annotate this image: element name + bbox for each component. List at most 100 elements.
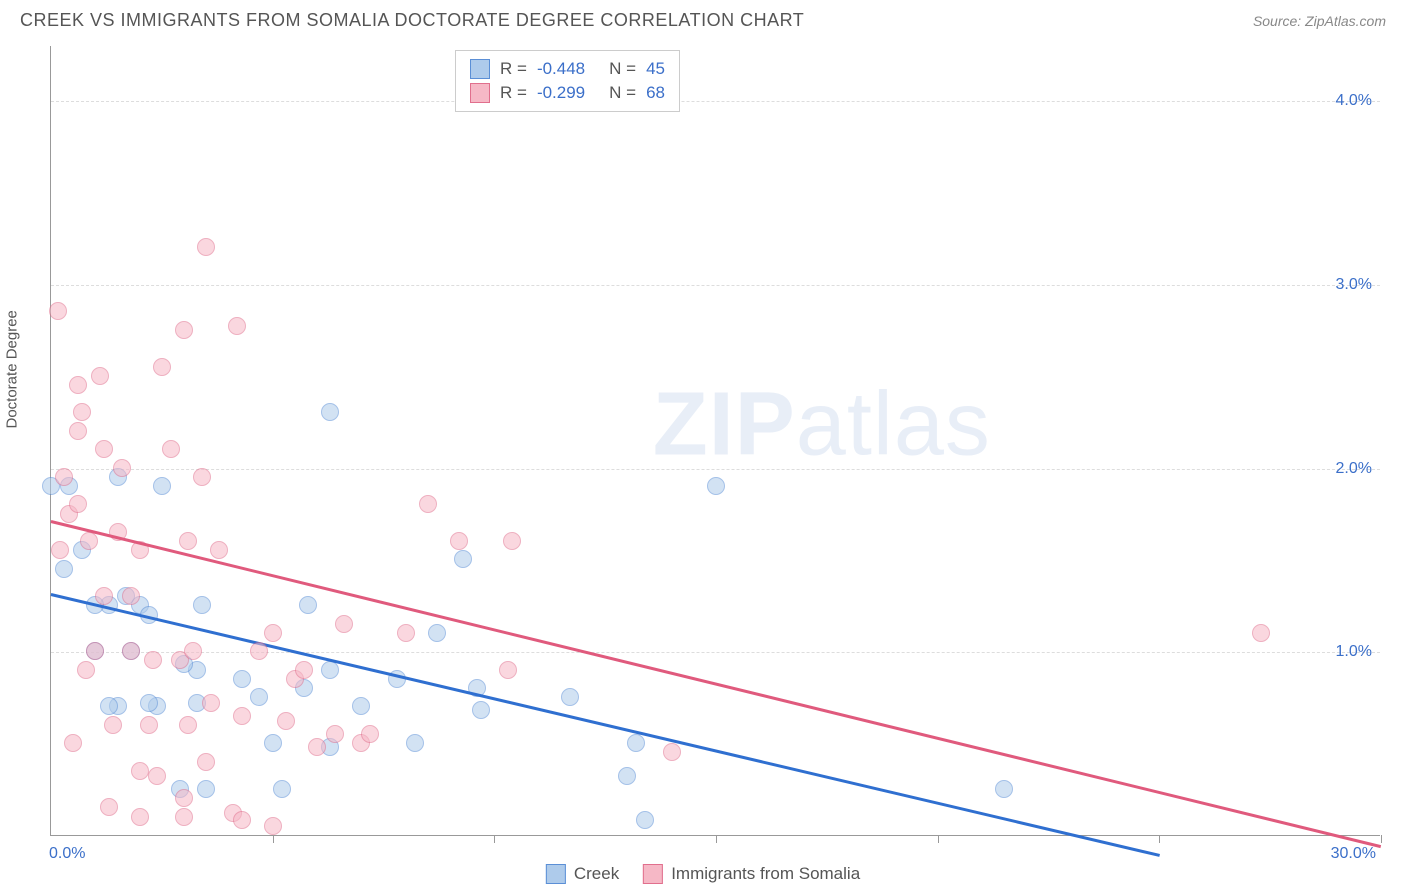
scatter-point	[153, 477, 171, 495]
scatter-point	[80, 532, 98, 550]
x-tick-mark	[1381, 835, 1382, 843]
scatter-point	[55, 468, 73, 486]
trend-line	[51, 594, 1160, 857]
watermark: ZIPatlas	[653, 373, 991, 476]
legend-swatch	[470, 83, 490, 103]
grid-line	[51, 469, 1380, 470]
scatter-point	[104, 716, 122, 734]
scatter-point	[64, 734, 82, 752]
scatter-point	[663, 743, 681, 761]
scatter-point	[450, 532, 468, 550]
scatter-point	[202, 694, 220, 712]
legend-label: Immigrants from Somalia	[671, 864, 860, 884]
scatter-point	[264, 817, 282, 835]
scatter-point	[86, 642, 104, 660]
scatter-point	[210, 541, 228, 559]
correlation-legend: R = -0.448 N = 45R = -0.299N = 68	[455, 50, 680, 112]
scatter-point	[321, 403, 339, 421]
scatter-point	[361, 725, 379, 743]
scatter-point	[397, 624, 415, 642]
legend-swatch	[546, 864, 566, 884]
x-tick-label: 30.0%	[1331, 845, 1376, 863]
legend-r-value: -0.299	[537, 83, 585, 103]
legend-swatch	[470, 59, 490, 79]
scatter-point	[73, 403, 91, 421]
scatter-point	[153, 358, 171, 376]
scatter-point	[140, 716, 158, 734]
y-axis-label: Doctorate Degree	[4, 310, 21, 428]
y-tick-label: 3.0%	[1312, 276, 1372, 294]
legend-swatch	[643, 864, 663, 884]
legend-row: R = -0.448 N = 45	[470, 57, 665, 81]
chart-source: Source: ZipAtlas.com	[1253, 13, 1386, 29]
scatter-point	[51, 541, 69, 559]
scatter-point	[193, 596, 211, 614]
legend-r-label: R =	[500, 59, 527, 79]
scatter-point	[131, 808, 149, 826]
scatter-point	[91, 367, 109, 385]
scatter-point	[707, 477, 725, 495]
grid-line	[51, 285, 1380, 286]
scatter-point	[233, 811, 251, 829]
scatter-point	[277, 712, 295, 730]
legend-r-value: -0.448	[537, 59, 585, 79]
trend-line	[51, 520, 1382, 848]
legend-r-label: R =	[500, 83, 527, 103]
scatter-point	[175, 321, 193, 339]
scatter-point	[175, 789, 193, 807]
legend-item: Creek	[546, 864, 619, 884]
scatter-point	[299, 596, 317, 614]
scatter-point	[503, 532, 521, 550]
scatter-point	[326, 725, 344, 743]
scatter-point	[122, 587, 140, 605]
scatter-point	[131, 762, 149, 780]
scatter-point	[197, 238, 215, 256]
scatter-point	[264, 734, 282, 752]
legend-label: Creek	[574, 864, 619, 884]
scatter-point	[618, 767, 636, 785]
scatter-point	[148, 767, 166, 785]
scatter-point	[295, 661, 313, 679]
scatter-point	[55, 560, 73, 578]
x-tick-mark	[494, 835, 495, 843]
scatter-point	[140, 694, 158, 712]
scatter-point	[179, 532, 197, 550]
scatter-point	[499, 661, 517, 679]
x-tick-mark	[273, 835, 274, 843]
scatter-point	[995, 780, 1013, 798]
scatter-point	[95, 440, 113, 458]
legend-n-value: 45	[646, 59, 665, 79]
scatter-point	[419, 495, 437, 513]
scatter-point	[250, 688, 268, 706]
scatter-point	[69, 422, 87, 440]
scatter-point	[250, 642, 268, 660]
scatter-point	[627, 734, 645, 752]
legend-n-value: 68	[646, 83, 665, 103]
scatter-point	[335, 615, 353, 633]
scatter-point	[179, 716, 197, 734]
grid-line	[51, 101, 1380, 102]
scatter-point	[406, 734, 424, 752]
scatter-point	[561, 688, 579, 706]
scatter-point	[95, 587, 113, 605]
scatter-point	[184, 642, 202, 660]
x-tick-label: 0.0%	[49, 845, 85, 863]
scatter-point	[636, 811, 654, 829]
scatter-point	[122, 642, 140, 660]
scatter-point	[454, 550, 472, 568]
scatter-point	[472, 701, 490, 719]
x-tick-mark	[938, 835, 939, 843]
legend-row: R = -0.299N = 68	[470, 81, 665, 105]
legend-n-label: N =	[609, 59, 636, 79]
scatter-point	[1252, 624, 1270, 642]
scatter-point	[193, 468, 211, 486]
scatter-point	[113, 459, 131, 477]
scatter-point	[428, 624, 446, 642]
scatter-point	[144, 651, 162, 669]
scatter-point	[100, 697, 118, 715]
y-tick-label: 4.0%	[1312, 92, 1372, 110]
scatter-point	[77, 661, 95, 679]
x-tick-mark	[716, 835, 717, 843]
y-tick-label: 2.0%	[1312, 460, 1372, 478]
scatter-point	[197, 780, 215, 798]
